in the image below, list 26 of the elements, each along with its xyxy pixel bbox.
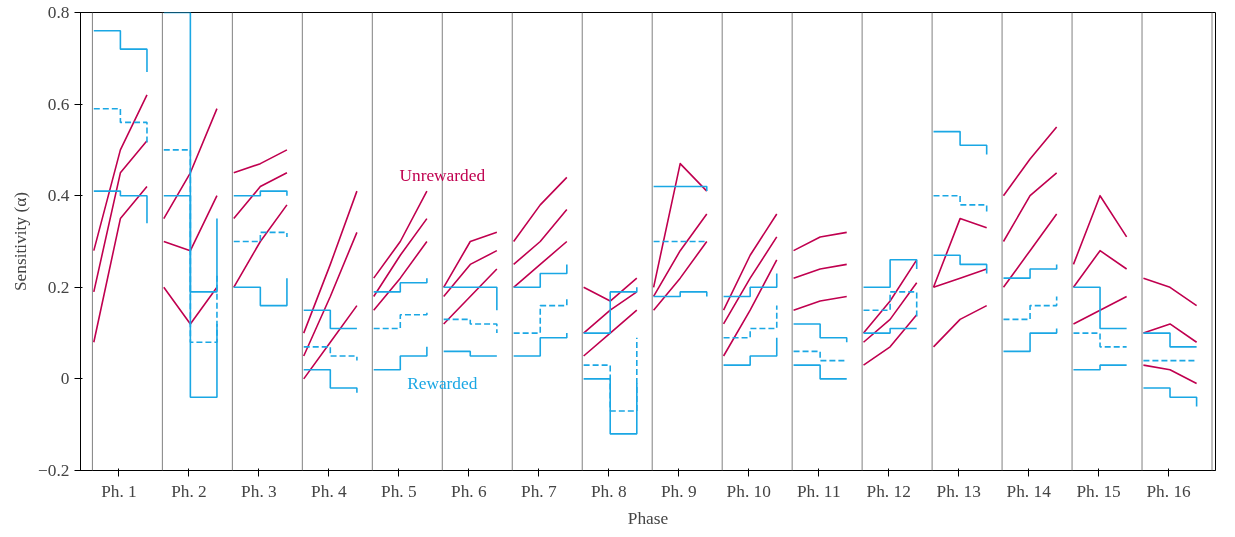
y-tick-label: 0.2 <box>47 277 70 297</box>
x-tick-label: Ph. 2 <box>171 481 207 501</box>
x-tick-label: Ph. 7 <box>521 481 557 501</box>
annotation: Unrewarded <box>399 165 486 185</box>
x-tick-label: Ph. 12 <box>866 481 911 501</box>
x-tick-label: Ph. 8 <box>591 481 627 501</box>
x-tick-label: Ph. 9 <box>660 481 697 501</box>
y-tick-label: −0.2 <box>38 461 70 480</box>
x-tick-label: Ph. 16 <box>1146 481 1192 501</box>
x-tick-label: Ph. 14 <box>1006 481 1052 501</box>
y-tick-label: 0.4 <box>47 186 70 206</box>
y-tick-label: 0.8 <box>47 3 70 22</box>
x-tick-label: Ph. 4 <box>311 481 348 501</box>
x-tick-label: Ph. 13 <box>936 481 981 501</box>
x-tick-label: Ph. 1 <box>101 481 137 501</box>
x-axis-title: Phase <box>627 508 669 528</box>
y-tick-label: 0 <box>60 369 70 389</box>
x-tick-label: Ph. 10 <box>726 481 771 501</box>
x-tick-label: Ph. 6 <box>451 481 488 501</box>
x-tick-label: Ph. 5 <box>381 481 417 501</box>
x-tick-label: Ph. 15 <box>1076 481 1121 501</box>
x-tick-label: Ph. 11 <box>796 481 841 501</box>
annotation: Rewarded <box>407 373 478 393</box>
y-tick-label: 0.6 <box>47 94 70 114</box>
y-axis-title: Sensitivity (α) <box>11 191 31 292</box>
x-tick-label: Ph. 3 <box>241 481 277 501</box>
